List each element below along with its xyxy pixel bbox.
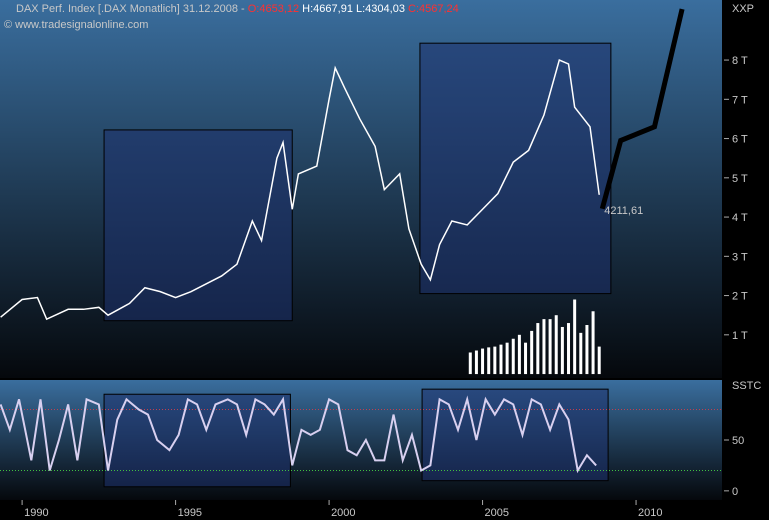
y-tick-label: 3 T	[732, 251, 748, 263]
volume-bar	[474, 350, 478, 375]
volume-bar	[579, 332, 583, 375]
volume-bar	[597, 346, 601, 375]
volume-bar	[511, 338, 515, 375]
oscillator-line	[0, 395, 597, 474]
y-tick-label: 5 T	[732, 173, 748, 185]
y-tick-label: 2 T	[732, 291, 748, 303]
volume-bar	[481, 348, 485, 375]
volume-bar	[542, 319, 546, 375]
volume-bar	[567, 323, 571, 375]
volume-bar	[468, 352, 472, 375]
y-tick-label: 6 T	[732, 134, 748, 146]
box	[103, 129, 293, 322]
x-tick-label: 1990	[24, 507, 48, 519]
y-tick-label: 7 T	[732, 94, 748, 106]
price-line	[0, 59, 600, 321]
projection-line	[599, 8, 685, 210]
volume-bar	[499, 344, 503, 375]
axis-label: XXP	[732, 3, 754, 15]
box	[103, 393, 291, 488]
ohlc-value: C:4567,24	[405, 3, 459, 15]
y-tick-label: 50	[732, 435, 744, 447]
x-tick-label: 2000	[331, 507, 355, 519]
y-tick-label: 8 T	[732, 55, 748, 67]
volume-bar	[573, 299, 577, 375]
volume-bar	[517, 334, 521, 375]
volume-bar	[493, 346, 497, 375]
volume-bar	[554, 315, 558, 375]
volume-bar	[591, 311, 595, 375]
y-tick-label: 0	[732, 486, 738, 498]
header: DAX Perf. Index [.DAX Monatlich] 31.12.2…	[16, 3, 459, 15]
x-tick-label: 2010	[638, 507, 662, 519]
ohlc-value: H:4667,91	[299, 3, 353, 15]
y-tick-label: 4 T	[732, 212, 748, 224]
box	[419, 42, 612, 295]
ohlc-value: O:4653,12	[245, 3, 299, 15]
volume-bar	[505, 342, 509, 375]
ohlc-value: L:4304,03	[353, 3, 405, 15]
volume-bar	[560, 326, 564, 375]
annotation: 4211,61	[604, 205, 643, 217]
chart-title: DAX Perf. Index [.DAX Monatlich] 31.12.2…	[16, 3, 245, 15]
volume-bar	[548, 319, 552, 375]
copyright: © www.tradesignalonline.com	[4, 19, 148, 31]
volume-bar	[487, 347, 491, 375]
x-tick-label: 2005	[485, 507, 509, 519]
axis-label: SSTC	[732, 380, 761, 392]
volume-bar	[524, 342, 528, 375]
volume-bar	[530, 330, 534, 375]
x-tick-label: 1995	[178, 507, 202, 519]
volume-bar	[536, 323, 540, 375]
plot	[0, 8, 722, 488]
volume-bar	[585, 325, 589, 375]
y-tick-label: 1 T	[732, 330, 748, 342]
